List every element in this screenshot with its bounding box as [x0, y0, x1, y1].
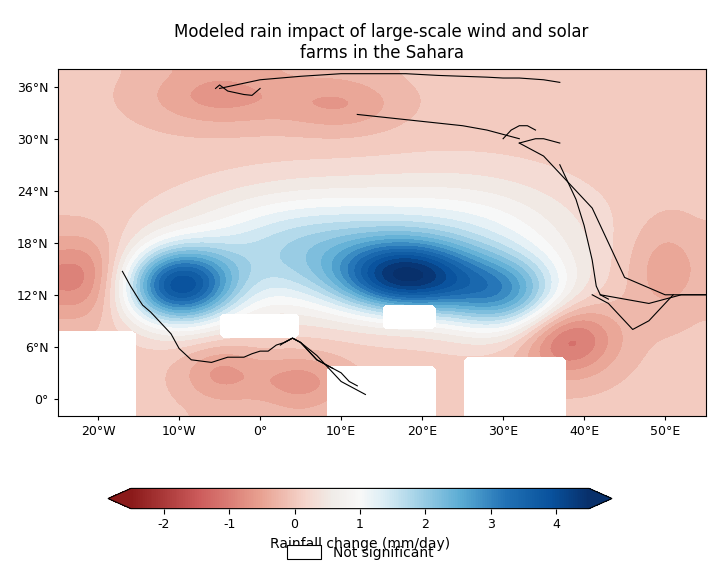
PathPatch shape: [589, 488, 612, 509]
X-axis label: Rainfall change (mm/day): Rainfall change (mm/day): [270, 537, 450, 551]
Legend: Not significant: Not significant: [282, 539, 438, 565]
Title: Modeled rain impact of large-scale wind and solar
farms in the Sahara: Modeled rain impact of large-scale wind …: [174, 24, 589, 62]
PathPatch shape: [108, 488, 131, 509]
